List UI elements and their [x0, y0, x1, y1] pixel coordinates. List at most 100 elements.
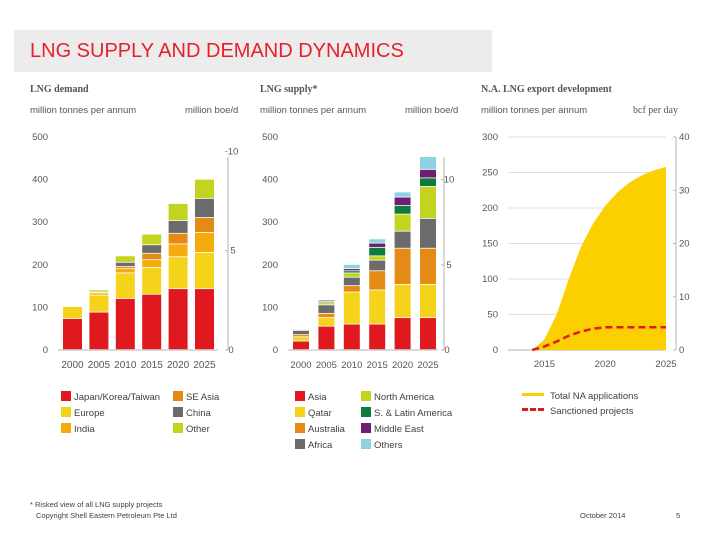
- demand-bar-segment: [63, 306, 82, 319]
- legend-item: Other: [173, 423, 210, 435]
- na-y-label: million tonnes per annum: [481, 105, 588, 116]
- legend-item: Japan/Korea/Taiwan: [61, 391, 160, 403]
- supply-bar-segment: [369, 239, 386, 243]
- legend-label: China: [186, 408, 211, 419]
- supply-bar-segment: [293, 341, 309, 350]
- legend-item: Australia: [295, 423, 345, 435]
- na-y2-tick-label: 40: [679, 132, 690, 143]
- legend-item: Asia: [295, 391, 326, 403]
- demand-y-tick-label: 200: [32, 260, 48, 271]
- supply-bar-segment: [369, 260, 386, 271]
- supply-y-label: million tonnes per annum: [260, 105, 367, 116]
- demand-x-tick-label: 2025: [193, 360, 216, 371]
- demand-bar-segment: [195, 232, 214, 253]
- supply-bar-segment: [394, 214, 411, 231]
- supply-bar-segment: [420, 248, 436, 285]
- na-y2-tick-label: 30: [679, 185, 690, 196]
- supply-bar-segment: [343, 277, 360, 286]
- legend-item: Total NA applications: [522, 391, 638, 402]
- demand-bar-segment: [115, 269, 135, 273]
- na-chart-title: N.A. LNG export development: [481, 84, 612, 95]
- footnote: * Risked view of all LNG supply projects: [30, 500, 163, 509]
- legend-swatch: [361, 407, 371, 417]
- legend-label: Total NA applications: [550, 391, 639, 402]
- supply-bar-segment: [394, 197, 411, 206]
- supply-bar-segment: [394, 248, 411, 285]
- legend-swatch: [61, 407, 71, 417]
- demand-y-tick-label: 300: [32, 217, 48, 228]
- supply-bar-segment: [343, 271, 360, 273]
- na-y-tick-label: 200: [482, 203, 498, 214]
- demand-bar-segment: [168, 233, 188, 244]
- supply-bar-segment: [293, 335, 309, 337]
- supply-bar-segment: [343, 292, 360, 324]
- legend-item: North America: [361, 391, 434, 403]
- supply-bar-segment: [318, 303, 335, 305]
- na-y-tick-label: 300: [482, 132, 498, 143]
- demand-bar-segment: [195, 289, 214, 350]
- demand-bar-segment: [115, 256, 135, 262]
- demand-bar-segment: [89, 295, 109, 312]
- supply-bar-segment: [318, 305, 335, 313]
- demand-y-tick-label: 100: [32, 302, 48, 313]
- legend-label: SE Asia: [186, 392, 220, 403]
- na-y2-label: bcf per day: [633, 105, 678, 116]
- supply-y2-tick-label: 5: [446, 260, 451, 271]
- demand-x-tick-label: 2015: [141, 360, 164, 371]
- legend-item: Europe: [61, 407, 105, 419]
- demand-x-tick-label: 2005: [88, 360, 111, 371]
- supply-y-tick-label: 300: [262, 217, 278, 228]
- demand-bar-segment: [142, 260, 162, 267]
- demand-bar-segment: [142, 253, 162, 260]
- supply-bar-segment: [369, 243, 386, 247]
- legend-swatch: [295, 439, 305, 449]
- supply-x-tick-label: 2020: [392, 360, 413, 371]
- legend-item: Sanctioned projects: [522, 406, 633, 417]
- na-y2-tick-label: 0: [679, 345, 684, 356]
- demand-bar-segment: [168, 289, 188, 350]
- supply-y-tick-label: 0: [273, 345, 278, 356]
- demand-bar-segment: [142, 267, 162, 294]
- supply-x-tick-label: 2000: [290, 360, 311, 371]
- demand-bar-segment: [89, 290, 109, 292]
- legend-label: Other: [186, 424, 210, 435]
- legend-label: Others: [374, 440, 403, 451]
- copyright: Copyright Shell Eastern Petroleum Pte Lt…: [36, 511, 177, 520]
- demand-y2-label: million boe/d: [185, 105, 239, 116]
- legend-label: India: [74, 424, 95, 435]
- supply-x-tick-label: 2025: [417, 360, 438, 371]
- date: October 2014: [580, 511, 626, 520]
- supply-x-tick-label: 2015: [367, 360, 388, 371]
- legend-label: S. & Latin America: [374, 408, 453, 419]
- title-bar: [14, 30, 492, 72]
- supply-bar-segment: [293, 330, 309, 335]
- supply-bar-segment: [420, 169, 436, 178]
- supply-y2-tick-label: 10: [444, 175, 455, 186]
- legend-swatch: [173, 407, 183, 417]
- legend-item: Africa: [295, 439, 332, 451]
- demand-y2-tick-label: 0: [228, 345, 233, 356]
- legend-line: [522, 408, 544, 411]
- supply-bar-segment: [369, 290, 386, 324]
- supply-bar-segment: [420, 157, 436, 170]
- legend-label: Sanctioned projects: [550, 406, 634, 417]
- legend-swatch: [173, 391, 183, 401]
- legend-item: Others: [361, 439, 403, 451]
- supply-y2-tick-label: 0: [444, 345, 449, 356]
- demand-bar-segment: [195, 252, 214, 289]
- demand-y2-tick-label: 10: [228, 146, 239, 157]
- supply-bar-segment: [394, 318, 411, 350]
- legend-label: Africa: [308, 440, 333, 451]
- legend-item: SE Asia: [173, 391, 219, 403]
- legend-item: Qatar: [295, 407, 332, 419]
- supply-bar-segment: [343, 324, 360, 350]
- demand-bar-segment: [89, 312, 109, 350]
- legend-swatch: [361, 423, 371, 433]
- supply-y-tick-label: 400: [262, 175, 278, 186]
- supply-bar-segment: [369, 324, 386, 350]
- supply-bar-segment: [420, 284, 436, 318]
- na-y-tick-label: 150: [482, 239, 498, 250]
- demand-y2-tick-label: 5: [230, 246, 235, 257]
- na-y-tick-label: 250: [482, 168, 498, 179]
- na-y-tick-label: 100: [482, 274, 498, 285]
